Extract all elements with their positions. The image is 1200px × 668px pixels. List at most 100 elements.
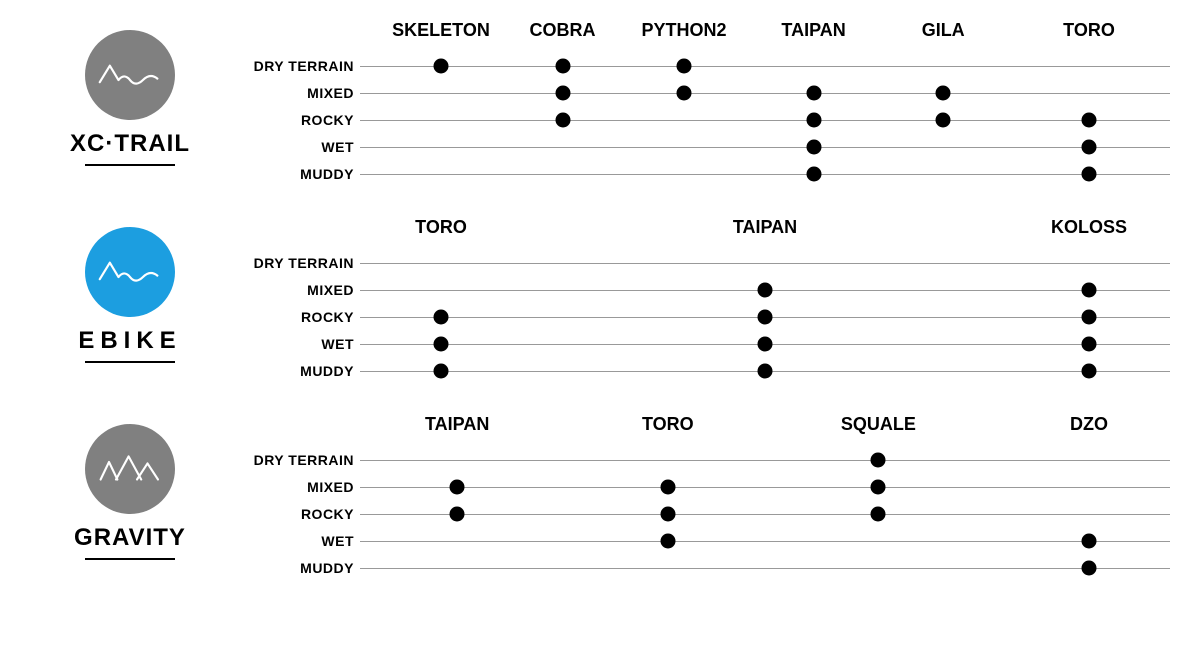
row-label: MUDDY	[230, 363, 360, 379]
column-header: TORO	[642, 414, 694, 435]
dot	[871, 479, 886, 494]
row-line	[360, 514, 1170, 515]
grid-row: DRY TERRAIN	[360, 249, 1170, 276]
dot	[806, 166, 821, 181]
column-header: KOLOSS	[1051, 217, 1127, 238]
row-label: MUDDY	[230, 560, 360, 576]
ebike-icon	[85, 227, 175, 317]
dot	[1082, 139, 1097, 154]
row-label: MIXED	[230, 85, 360, 101]
grid-row: ROCKY	[360, 500, 1170, 527]
row-line	[360, 147, 1170, 148]
grid-ebike: TOROTAIPANKOLOSSDRY TERRAINMIXEDROCKYWET…	[230, 217, 1170, 384]
dot	[434, 336, 449, 351]
grid-gravity: TAIPANTOROSQUALEDZODRY TERRAINMIXEDROCKY…	[230, 414, 1170, 581]
category-underline	[85, 361, 175, 363]
row-line	[360, 460, 1170, 461]
dot	[806, 139, 821, 154]
column-header: TAIPAN	[781, 20, 845, 41]
grid-row: ROCKY	[360, 303, 1170, 330]
dot	[806, 112, 821, 127]
row-label: MIXED	[230, 479, 360, 495]
grid-row: WET	[360, 133, 1170, 160]
dot	[936, 112, 951, 127]
category-ebike: EBIKE	[30, 217, 230, 363]
row-line	[360, 93, 1170, 94]
row-label: DRY TERRAIN	[230, 452, 360, 468]
row-line	[360, 263, 1170, 264]
row-label: MUDDY	[230, 166, 360, 182]
dot	[1082, 282, 1097, 297]
grid-row: MIXED	[360, 276, 1170, 303]
row-label: ROCKY	[230, 309, 360, 325]
dot	[936, 85, 951, 100]
rows: DRY TERRAINMIXEDROCKYWETMUDDY	[360, 446, 1170, 581]
dot	[450, 479, 465, 494]
row-label: ROCKY	[230, 506, 360, 522]
column-headers: TAIPANTOROSQUALEDZO	[360, 414, 1170, 446]
column-header: TAIPAN	[733, 217, 797, 238]
dot	[660, 479, 675, 494]
row-label: ROCKY	[230, 112, 360, 128]
column-header: DZO	[1070, 414, 1108, 435]
grid-row: ROCKY	[360, 106, 1170, 133]
dot	[806, 85, 821, 100]
rows: DRY TERRAINMIXEDROCKYWETMUDDY	[360, 52, 1170, 187]
category-label: XC·TRAIL	[70, 130, 190, 158]
category-underline	[85, 164, 175, 166]
grid-row: DRY TERRAIN	[360, 446, 1170, 473]
row-line	[360, 568, 1170, 569]
grid-xctrail: SKELETONCOBRAPYTHON2TAIPANGILATORODRY TE…	[230, 20, 1170, 187]
row-line	[360, 487, 1170, 488]
dot	[871, 452, 886, 467]
dot	[758, 363, 773, 378]
xctrail-icon	[85, 30, 175, 120]
column-header: TAIPAN	[425, 414, 489, 435]
section-gravity: GRAVITYTAIPANTOROSQUALEDZODRY TERRAINMIX…	[30, 414, 1170, 581]
grid-row: WET	[360, 330, 1170, 357]
row-label: WET	[230, 533, 360, 549]
dot	[1082, 112, 1097, 127]
dot	[1082, 166, 1097, 181]
category-label: GRAVITY	[74, 524, 186, 552]
dot	[1082, 533, 1097, 548]
dot	[555, 85, 570, 100]
category-label: EBIKE	[78, 327, 181, 355]
dot	[677, 85, 692, 100]
grid-row: MUDDY	[360, 554, 1170, 581]
section-xctrail: XC·TRAILSKELETONCOBRAPYTHON2TAIPANGILATO…	[30, 20, 1170, 187]
category-gravity: GRAVITY	[30, 414, 230, 560]
column-header: SKELETON	[392, 20, 490, 41]
row-label: MIXED	[230, 282, 360, 298]
dot	[555, 112, 570, 127]
gravity-icon	[85, 424, 175, 514]
grid-row: DRY TERRAIN	[360, 52, 1170, 79]
category-underline	[85, 558, 175, 560]
row-line	[360, 66, 1170, 67]
row-label: WET	[230, 139, 360, 155]
row-label: DRY TERRAIN	[230, 58, 360, 74]
dot	[434, 363, 449, 378]
dot	[1082, 309, 1097, 324]
dot	[1082, 363, 1097, 378]
column-header: TORO	[1063, 20, 1115, 41]
dot	[758, 336, 773, 351]
section-ebike: EBIKETOROTAIPANKOLOSSDRY TERRAINMIXEDROC…	[30, 217, 1170, 384]
grid-row: MUDDY	[360, 357, 1170, 384]
grid-row: MIXED	[360, 473, 1170, 500]
row-line	[360, 541, 1170, 542]
dot	[450, 506, 465, 521]
column-header: COBRA	[530, 20, 596, 41]
dot	[1082, 560, 1097, 575]
dot	[660, 533, 675, 548]
dot	[660, 506, 675, 521]
dot	[434, 309, 449, 324]
dot	[434, 58, 449, 73]
dot	[758, 309, 773, 324]
dot	[758, 282, 773, 297]
row-line	[360, 174, 1170, 175]
row-label: WET	[230, 336, 360, 352]
dot	[677, 58, 692, 73]
grid-row: WET	[360, 527, 1170, 554]
dot	[1082, 336, 1097, 351]
